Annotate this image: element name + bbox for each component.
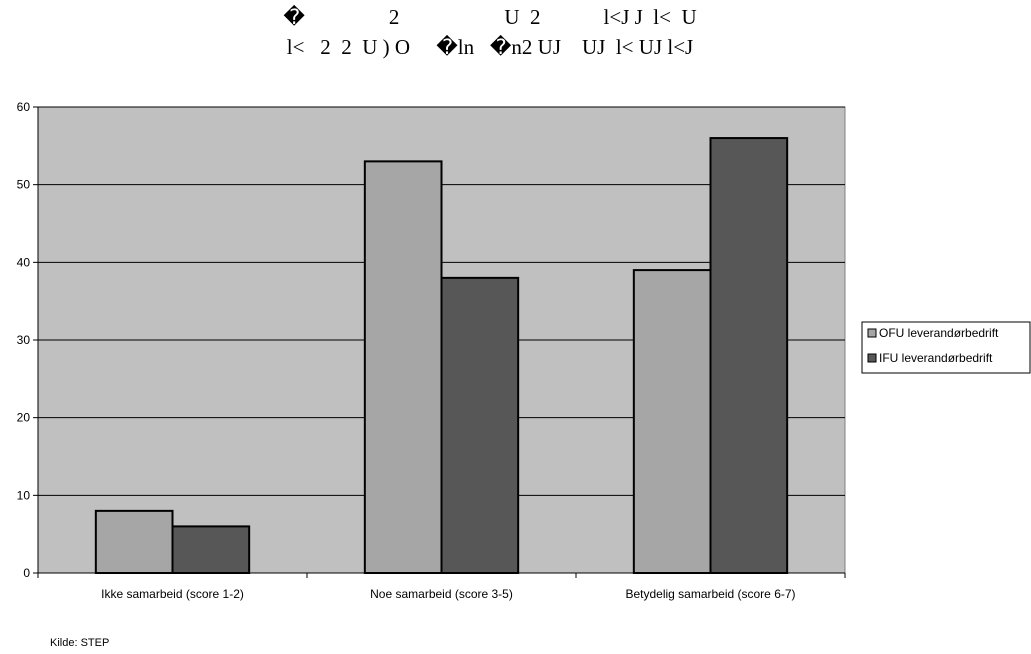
bar-ifu-1 <box>440 276 520 574</box>
y-tick-label: 50 <box>17 178 31 192</box>
y-tick-label: 60 <box>17 100 31 114</box>
bar-ifu-0 <box>171 525 251 575</box>
y-tick-label: 40 <box>17 255 31 269</box>
chart-title-line-1: � 2 U 2 l<J J l< U <box>283 4 696 29</box>
bars <box>94 137 789 575</box>
x-axis-labels: Ikke samarbeid (score 1-2) Noe samarbeid … <box>37 573 846 601</box>
source-note: Kilde: STEP <box>50 637 109 649</box>
y-axis-ticks: 0 10 20 30 40 50 60 <box>17 100 38 580</box>
legend-label-ofu: OFU leverandørbedrift <box>879 326 999 340</box>
legend-box <box>861 321 1031 374</box>
y-tick-label: 10 <box>17 488 31 502</box>
bar-ifu-2 <box>709 137 789 574</box>
x-tick-label: Noe samarbeid (score 3-5) <box>370 587 513 601</box>
x-tick-label: Betydelig samarbeid (score 6-7) <box>625 587 795 601</box>
bar-ofu-2 <box>632 269 712 574</box>
x-tick-label: Ikke samarbeid (score 1-2) <box>101 587 244 601</box>
bar-ofu-0 <box>94 509 174 575</box>
chart-title-line-2: l< 2 2 U ) O �ln �n2 UJ UJ l< UJ l<J <box>287 34 693 59</box>
legend-swatch-ofu <box>867 328 877 338</box>
bar-ofu-1 <box>363 160 443 574</box>
y-tick-label: 20 <box>17 411 31 425</box>
y-tick-label: 0 <box>23 566 30 580</box>
legend: OFU leverandørbedrift IFU leverandørbedr… <box>861 321 1031 374</box>
legend-label-ifu: IFU leverandørbedrift <box>879 351 993 365</box>
legend-swatch-ifu <box>867 353 877 363</box>
y-tick-label: 30 <box>17 333 31 347</box>
